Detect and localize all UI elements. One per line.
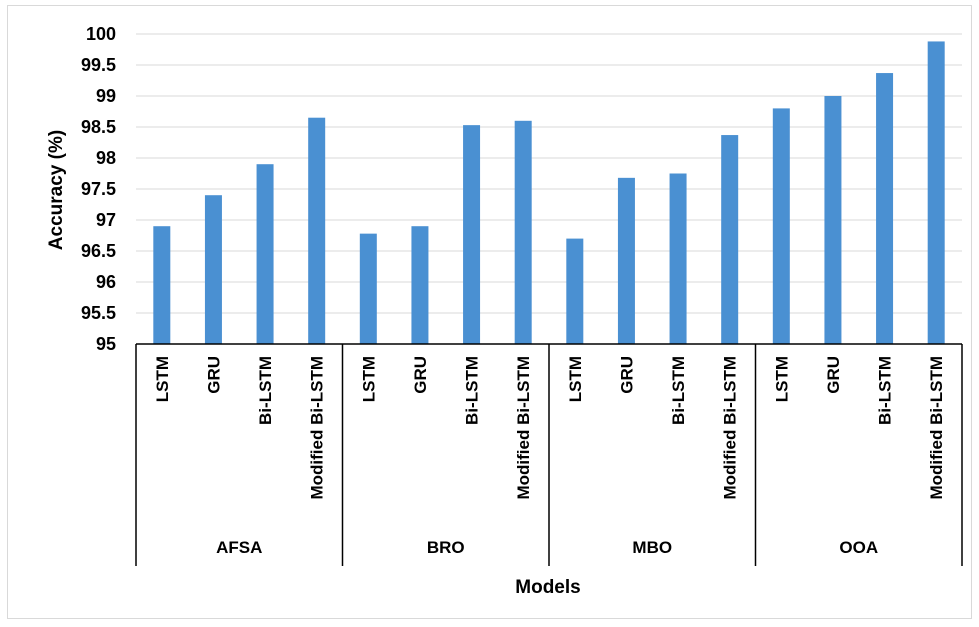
y-axis-title: Accuracy (%) [46, 130, 67, 250]
y-tick-label: 95.5 [81, 303, 116, 323]
gridlines [136, 33, 962, 314]
x-axis [135, 343, 963, 566]
category-label: GRU [824, 356, 843, 394]
y-tick-label: 99 [96, 86, 116, 106]
category-label: GRU [204, 356, 223, 394]
bar [824, 96, 842, 344]
category-label: LSTM [772, 356, 791, 402]
bar [256, 164, 274, 344]
y-tick-label: 98 [96, 148, 116, 168]
bar [204, 195, 222, 344]
category-label: LSTM [153, 356, 172, 402]
group-label: MBO [632, 538, 672, 557]
bar [772, 108, 790, 345]
y-tick-label: 100 [86, 24, 116, 44]
group-labels: AFSA BRO MBO OOA [216, 538, 878, 557]
bar [617, 177, 635, 344]
bar [669, 173, 687, 344]
bar [463, 125, 481, 344]
bar [927, 41, 945, 344]
bar [514, 120, 532, 344]
y-tick-label: 99.5 [81, 55, 116, 75]
group-label: AFSA [216, 538, 262, 557]
category-label: GRU [617, 356, 636, 394]
category-label: Bi-LSTM [669, 356, 688, 425]
category-label: Bi-LSTM [256, 356, 275, 425]
bar [308, 117, 326, 344]
y-tick-label: 96.5 [81, 241, 116, 261]
bar [411, 226, 429, 344]
y-tick-label: 97.5 [81, 179, 116, 199]
y-tick-label: 98.5 [81, 117, 116, 137]
category-label: Bi-LSTM [463, 356, 482, 425]
group-label: BRO [427, 538, 465, 557]
category-label: Bi-LSTM [876, 356, 895, 425]
y-tick-labels: 95 95.5 96 96.5 97 97.5 98 98.5 99 99.5 100 [81, 24, 116, 354]
y-tick-label: 95 [96, 334, 116, 354]
category-label: GRU [411, 356, 430, 394]
category-label: LSTM [566, 356, 585, 402]
category-label: Modified Bi-LSTM [514, 356, 533, 500]
category-label: Modified Bi-LSTM [927, 356, 946, 500]
y-tick-label: 96 [96, 272, 116, 292]
bar [876, 73, 894, 344]
bar [566, 238, 584, 344]
y-tick-label: 97 [96, 210, 116, 230]
category-labels: LSTM GRU Bi-LSTM Modified Bi-LSTM LSTM GRU Bi-… [153, 356, 946, 500]
x-axis-title: Models [515, 577, 580, 598]
group-label: OOA [839, 538, 878, 557]
category-label: Modified Bi-LSTM [308, 356, 327, 500]
bar [721, 135, 739, 344]
category-label: LSTM [359, 356, 378, 402]
bar [153, 226, 171, 344]
bars [153, 41, 945, 345]
category-label: Modified Bi-LSTM [721, 356, 740, 500]
bar [359, 233, 377, 344]
